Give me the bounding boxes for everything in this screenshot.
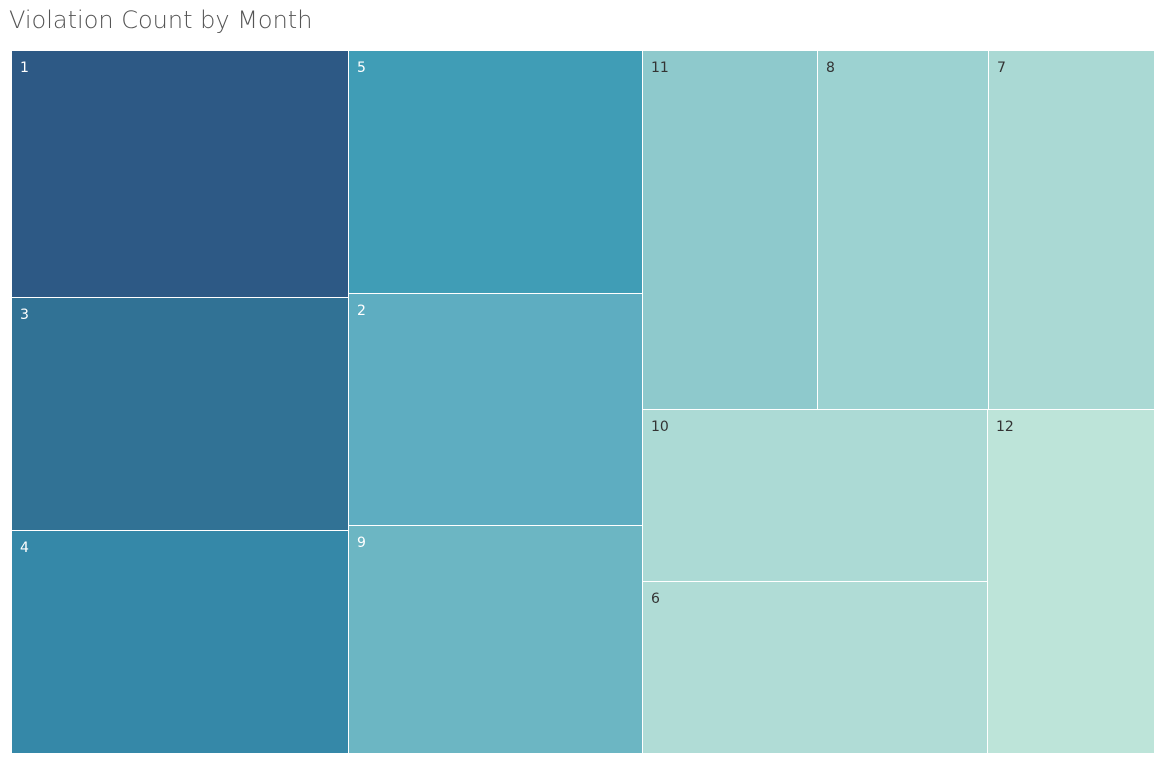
- treemap-cell-month-12[interactable]: 12: [988, 410, 1155, 754]
- treemap-cell-month-7[interactable]: 7: [989, 51, 1155, 410]
- treemap-cell-month-9[interactable]: 9: [349, 526, 643, 754]
- treemap-cell-label: 10: [651, 419, 669, 435]
- treemap-cell-label: 3: [20, 307, 29, 323]
- treemap-cell-label: 11: [651, 60, 669, 76]
- treemap-cell-month-5[interactable]: 5: [349, 51, 643, 294]
- treemap-cell-label: 8: [826, 60, 835, 76]
- treemap-cell-label: 6: [651, 591, 660, 607]
- chart-title: Violation Count by Month: [9, 6, 313, 34]
- treemap: 1 3 4 5 2 9 11 8 7 10 6 12: [12, 51, 1155, 754]
- treemap-cell-label: 4: [20, 540, 29, 556]
- treemap-cell-label: 7: [997, 60, 1006, 76]
- treemap-cell-month-6[interactable]: 6: [643, 582, 988, 754]
- treemap-cell-month-4[interactable]: 4: [12, 531, 349, 754]
- treemap-cell-month-1[interactable]: 1: [12, 51, 349, 298]
- treemap-cell-label: 12: [996, 419, 1014, 435]
- treemap-cell-label: 9: [357, 535, 366, 551]
- treemap-cell-month-10[interactable]: 10: [643, 410, 988, 582]
- treemap-cell-month-11[interactable]: 11: [643, 51, 818, 410]
- treemap-cell-month-8[interactable]: 8: [818, 51, 989, 410]
- treemap-cell-label: 2: [357, 303, 366, 319]
- treemap-cell-label: 1: [20, 60, 29, 76]
- treemap-cell-label: 5: [357, 60, 366, 76]
- treemap-cell-month-3[interactable]: 3: [12, 298, 349, 531]
- treemap-cell-month-2[interactable]: 2: [349, 294, 643, 526]
